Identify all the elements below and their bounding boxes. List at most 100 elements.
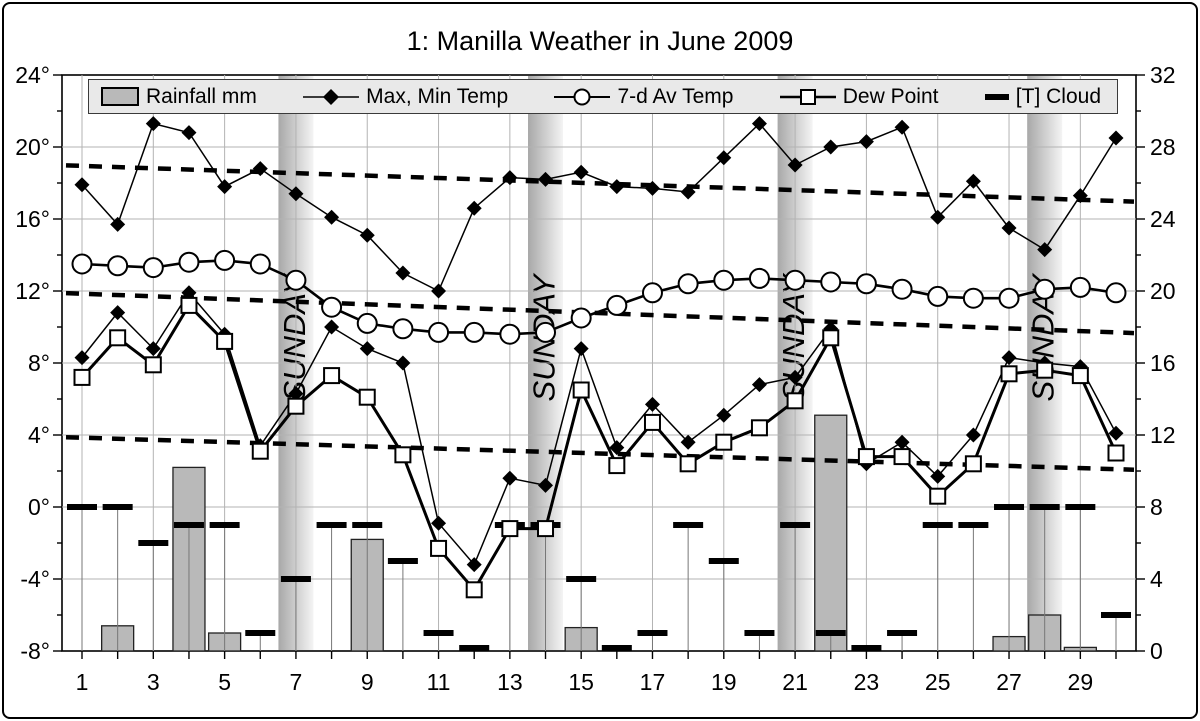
right-axis-label: 20 [1150,278,1176,304]
x-axis: 1 3 5 7 9 11 13 15 17 19 21 23 25 27 29 [76,651,1117,695]
max-temp-marker [359,227,375,243]
max-temp-marker [751,116,767,132]
y-axis-right: 32 28 24 20 16 12 8 4 0 [1136,62,1176,664]
dew-point-marker [144,356,162,374]
max-temp-series [74,116,1124,299]
min-temp-marker [644,396,660,412]
chart-title: 1: Manilla Weather in June 2009 [406,26,794,56]
x-axis-label: 13 [497,669,523,695]
min-temp-marker [538,477,554,493]
avg-temp-series [71,249,1127,345]
min-temp-marker [609,440,625,456]
cloud-dash [423,630,454,636]
avg-temp-marker [285,269,307,291]
dew-point-marker [323,367,341,385]
cloud-dash [316,522,347,528]
cloud-dash [67,504,97,510]
cloud-dash [673,522,704,528]
min-temp-marker [324,319,340,335]
avg-temp-marker [142,257,164,279]
dew-point-marker [1036,361,1054,379]
trend-line [65,163,1135,204]
trend-line [65,434,1135,472]
x-axis-label: 9 [361,669,374,695]
legend-item-rainfall: Rainfall mm [101,85,257,109]
dew-point-marker [1000,365,1018,383]
max-min-marker-icon [303,88,360,105]
cloud-dash [459,645,490,651]
min-temp-marker [787,369,803,385]
dew-point-marker [572,381,590,399]
cloud-dash [138,540,169,546]
max-temp-marker [680,184,696,200]
avg-temp-marker [962,287,984,309]
max-temp-marker [74,177,90,193]
cloud-dash [744,630,775,636]
avg-temp-marker [713,269,735,291]
cloud-dash [922,522,953,528]
left-axis-label: 24° [15,62,50,88]
min-temp-marker [716,407,732,423]
dew-point-marker [501,520,519,538]
dew-point-marker [679,455,697,473]
x-axis-label: 21 [782,669,808,695]
left-axis-label: 0° [28,494,50,520]
cloud-dash [958,522,989,528]
x-axis-label: 5 [218,669,231,695]
dew-point-marker [893,448,911,466]
avg-temp-marker [71,253,93,275]
max-temp-marker [217,179,233,195]
max-temp-marker [787,157,803,173]
avg-temp-marker [820,271,842,293]
dew-point-marker [394,446,412,464]
min-temp-marker [965,427,981,443]
max-temp-marker [502,170,518,186]
avg-temp-marker [570,307,592,329]
legend-label-maxmin: Max, Min Temp [366,84,509,108]
dew-point-marker [643,413,661,431]
x-axis-label: 3 [147,669,160,695]
dew-point-marker [287,397,305,415]
max-temp-marker [644,180,660,196]
avg-temp-marker [428,321,450,343]
left-axis-label: 12° [15,278,50,304]
avg-temp-marker [214,249,236,271]
dew-point-marker [1071,367,1089,385]
min-temp-marker [930,468,946,484]
cloud-dash [851,645,882,651]
max-temp-marker [1037,242,1053,258]
min-temp-marker [573,341,589,357]
avg-temp-marker [784,269,806,291]
max-temp-marker [716,150,732,166]
left-axis-label: 16° [15,206,50,232]
x-axis-label: 23 [854,669,880,695]
dew-point-marker [430,539,448,557]
avg-temp-marker [178,251,200,273]
dew-point-marker [608,457,626,475]
sunday-label: SUNDAY [277,272,312,401]
left-axis-label: -4° [20,566,50,592]
trend-line [65,290,1135,336]
avg-temp-marker [606,294,628,316]
legend-label-avg: 7-d Av Temp [617,84,734,108]
min-temp-marker [1001,350,1017,366]
min-temp-marker [145,341,161,357]
avg-temp-marker [321,296,343,318]
dew-point-marker [73,368,91,386]
cloud-dash [245,630,276,636]
x-axis-label: 15 [568,669,594,695]
cloud-marker-icon [984,93,1009,100]
legend-label-cloud: [T] Cloud [1015,84,1101,108]
avg-temp-marker [535,321,557,343]
x-axis-label: 7 [290,669,303,695]
max-temp-marker [181,125,197,141]
dew-point-marker [964,455,982,473]
avg-temp-marker [499,323,521,345]
max-temp-marker [466,200,482,216]
dew-point-marker [180,296,198,314]
x-axis-label: 1 [76,669,89,695]
avg-temp-marker [1105,282,1127,304]
chart-legend: Rainfall mm Max, Min Temp 7-d Av Temp De… [88,79,1118,114]
